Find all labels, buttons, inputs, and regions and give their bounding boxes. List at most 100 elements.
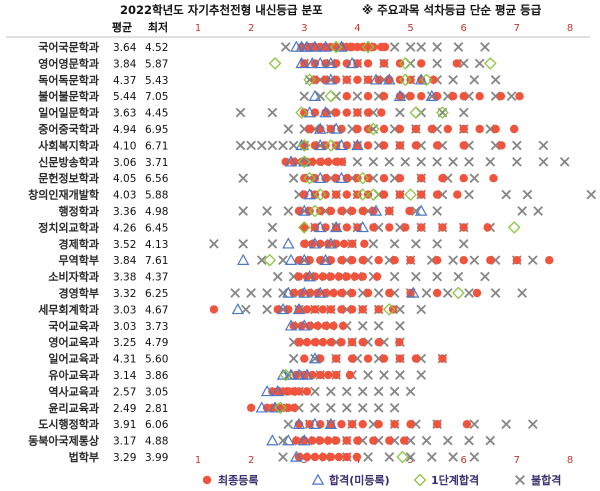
- registered-point: [284, 305, 293, 314]
- dept-avg: 3.17: [113, 436, 136, 448]
- registered-point: [432, 288, 442, 298]
- registered-point: [347, 420, 357, 429]
- registered-point: [411, 124, 421, 134]
- stage1-point: [303, 171, 316, 185]
- dept-avg: 4.37: [113, 75, 136, 87]
- pass-point: [319, 253, 332, 265]
- registered-point: [395, 124, 405, 134]
- registered-point: [353, 223, 362, 232]
- dept-avg: 3.03: [113, 321, 136, 333]
- fail-point: [395, 320, 405, 331]
- registered-point: [459, 92, 468, 101]
- registered-point: [324, 157, 333, 166]
- stage1-point: [356, 171, 370, 185]
- pass-point: [292, 417, 306, 429]
- registered-point: [417, 174, 426, 183]
- dept-avg: 3.32: [113, 288, 136, 300]
- registered-point: [385, 223, 394, 232]
- registered-point: [318, 305, 328, 314]
- pass-point: [329, 122, 343, 134]
- fail-point: [416, 156, 427, 167]
- registered-point: [432, 190, 442, 199]
- stage1-point: [361, 40, 375, 54]
- dept-min: 5.60: [145, 354, 168, 366]
- dept-min: 6.25: [145, 288, 168, 300]
- fail-point: [469, 452, 480, 462]
- fail-point: [395, 304, 405, 315]
- pass-point: [314, 138, 327, 151]
- legend-label: 불합격: [531, 473, 561, 487]
- fail-point: [405, 435, 416, 446]
- registered-point: [512, 256, 522, 265]
- chart-title: 2022학년도 자기추천전형 내신등급 분포: [120, 3, 323, 17]
- fail-point: [432, 156, 442, 167]
- registered-point: [462, 420, 472, 429]
- fail-point: [272, 271, 283, 282]
- fail-point: [395, 370, 405, 380]
- registered-point: [363, 92, 373, 101]
- fail-point: [533, 206, 543, 216]
- registered-point: [395, 174, 405, 183]
- registered-point: [316, 420, 325, 429]
- fail-point: [368, 238, 379, 249]
- stage1-point: [268, 57, 282, 70]
- fail-point: [512, 140, 522, 151]
- registered-point: [342, 272, 351, 281]
- registered-point: [321, 174, 330, 183]
- registered-point: [331, 239, 341, 248]
- dept-min: 4.13: [145, 239, 168, 251]
- registered-point: [377, 108, 386, 117]
- registered-point: [326, 124, 336, 134]
- pass-point: [300, 368, 314, 380]
- fail-point: [373, 320, 384, 331]
- pass-point: [425, 89, 439, 101]
- fail-point: [416, 42, 427, 52]
- pass-point: [292, 368, 306, 380]
- fail-point: [405, 42, 416, 52]
- fail-point: [363, 452, 373, 462]
- fail-point: [240, 304, 251, 315]
- stage1-point: [297, 221, 311, 234]
- fail-point: [267, 222, 278, 233]
- registered-point: [353, 59, 362, 68]
- registered-point: [352, 452, 362, 462]
- fail-point: [246, 140, 256, 151]
- registered-point: [331, 174, 341, 183]
- registered-point: [331, 75, 341, 85]
- fail-point: [506, 91, 517, 102]
- registered-point: [379, 190, 389, 199]
- pass-point: [356, 220, 369, 233]
- dept-avg: 3.38: [113, 272, 136, 284]
- fail-point: [501, 189, 512, 200]
- fail-point: [464, 189, 474, 200]
- registered-point: [496, 92, 506, 101]
- registered-point: [347, 338, 357, 347]
- registered-point: [342, 108, 351, 117]
- legend-marker-fail: [515, 475, 525, 485]
- fail-point: [283, 124, 294, 134]
- registered-point: [273, 305, 282, 314]
- avg-column-header: 평균: [112, 20, 132, 34]
- dept-name: 일어교육과: [48, 352, 99, 366]
- x-tick-bottom-1: 1: [195, 455, 201, 466]
- registered-point: [358, 272, 367, 281]
- fail-point: [278, 140, 288, 151]
- pass-point: [407, 286, 420, 298]
- registered-point: [385, 288, 394, 298]
- pass-point: [284, 319, 298, 331]
- fail-point: [357, 386, 368, 397]
- pass-point: [271, 384, 284, 397]
- registered-point: [316, 256, 325, 265]
- registered-point: [292, 436, 301, 445]
- dept-min: 6.56: [145, 173, 169, 185]
- pass-point: [324, 56, 338, 69]
- dept-name: 사회복지학과: [38, 138, 99, 152]
- registered-point: [310, 272, 320, 281]
- pass-point: [308, 40, 322, 52]
- registered-point: [374, 256, 383, 265]
- dept-name: 법학부: [69, 450, 99, 464]
- pass-point: [284, 253, 298, 265]
- registered-point: [294, 206, 304, 216]
- x-tick-bottom-8: 8: [567, 455, 573, 466]
